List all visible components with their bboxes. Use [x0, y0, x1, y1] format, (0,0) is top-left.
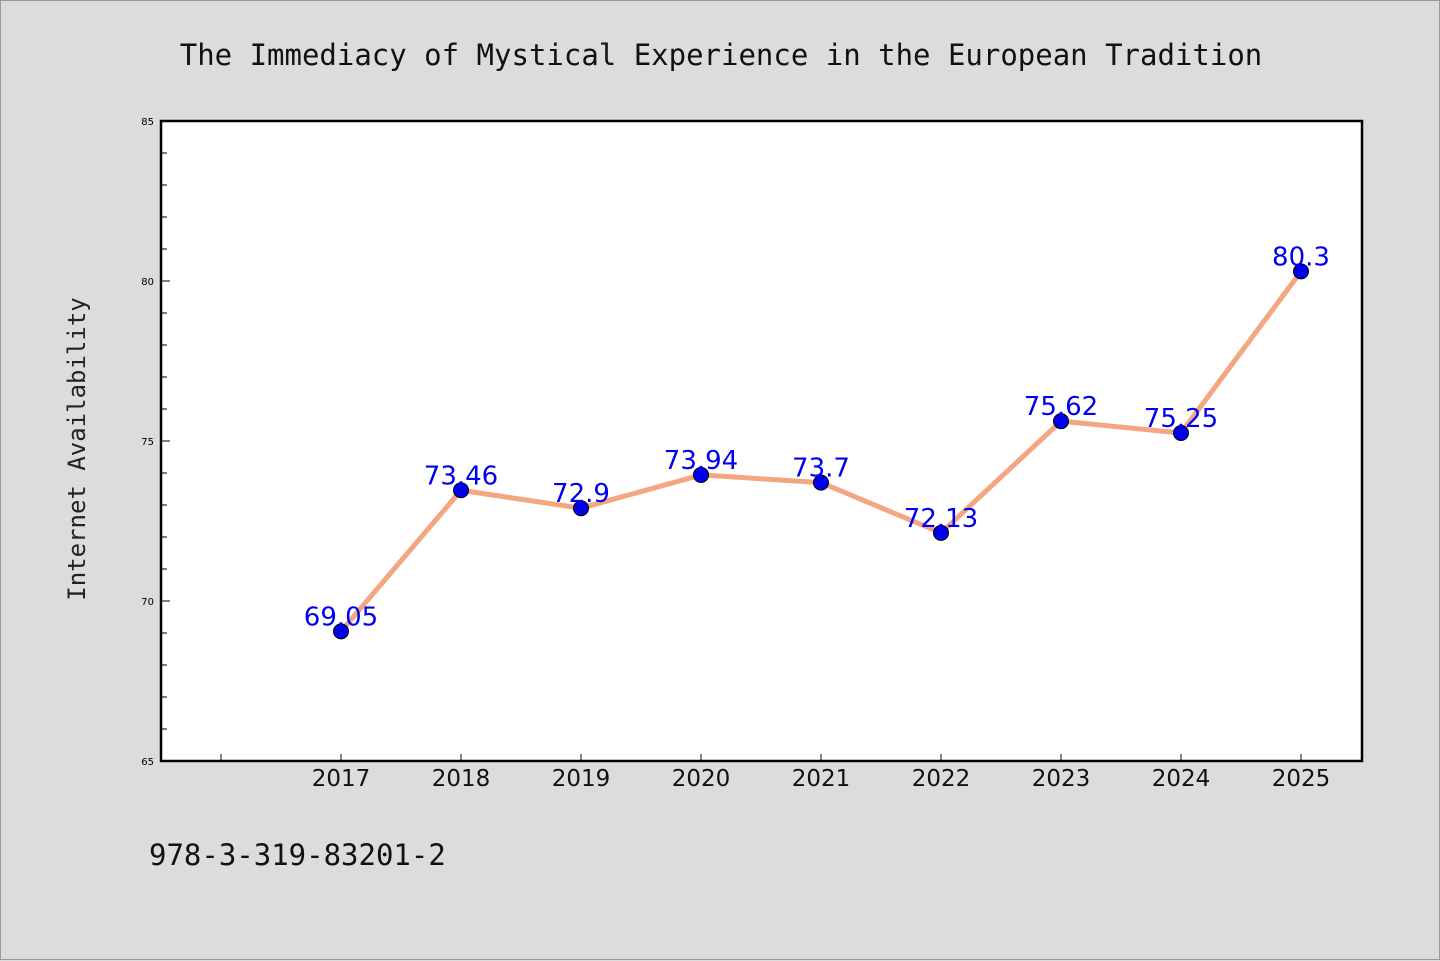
- data-point: [1293, 263, 1309, 280]
- x-tick-label: 2024: [1152, 766, 1211, 792]
- data-label: 73.7: [792, 454, 850, 484]
- data-point: [1053, 413, 1069, 430]
- data-point: [573, 500, 589, 517]
- data-label: 80.3: [1272, 242, 1330, 272]
- x-tick-label: 2023: [1032, 766, 1091, 792]
- data-point: [453, 482, 469, 499]
- data-label: 73.94: [664, 446, 738, 476]
- footer-code: 978-3-319-83201-2: [149, 838, 446, 872]
- y-tick-label: 85: [141, 117, 154, 128]
- chart-title: The Immediacy of Mystical Experience in …: [180, 38, 1263, 72]
- x-tick-label: 2025: [1272, 766, 1331, 792]
- data-point: [333, 623, 349, 640]
- y-axis-label: Internet Availability: [63, 297, 91, 600]
- x-tick-label: 2022: [912, 766, 971, 792]
- y-tick-label: 75: [141, 437, 154, 448]
- data-point: [933, 524, 949, 541]
- y-tick-label: 70: [141, 597, 154, 608]
- x-tick-label: 2017: [312, 766, 371, 792]
- data-point: [813, 474, 829, 491]
- x-tick-label: 2021: [792, 766, 851, 792]
- x-tick-label: 2020: [672, 766, 731, 792]
- data-point: [1173, 425, 1189, 441]
- data-label: 72.9: [552, 479, 610, 509]
- data-label: 75.62: [1024, 392, 1098, 422]
- data-label: 73.46: [424, 461, 498, 491]
- y-tick-label: 65: [141, 757, 154, 768]
- y-tick-label: 80: [141, 277, 154, 288]
- x-tick-label: 2018: [432, 766, 491, 792]
- data-point: [693, 466, 709, 483]
- data-points: [333, 263, 1309, 640]
- data-label: 75.25: [1144, 404, 1218, 434]
- data-label: 69.05: [304, 602, 378, 632]
- data-labels: 69.05 73.46 72.9 73.94 73.7 72.13 75.62 75.25 80…: [304, 242, 1330, 632]
- y-axis: 65 70 75 80 85: [141, 117, 170, 768]
- plot-area: [159, 119, 1364, 763]
- x-tick-label: 2019: [552, 766, 611, 792]
- data-label: 72.13: [904, 504, 978, 534]
- x-axis: 2017 2018 2019 2020 2021 2022 2023 2024 2025: [220, 754, 1331, 792]
